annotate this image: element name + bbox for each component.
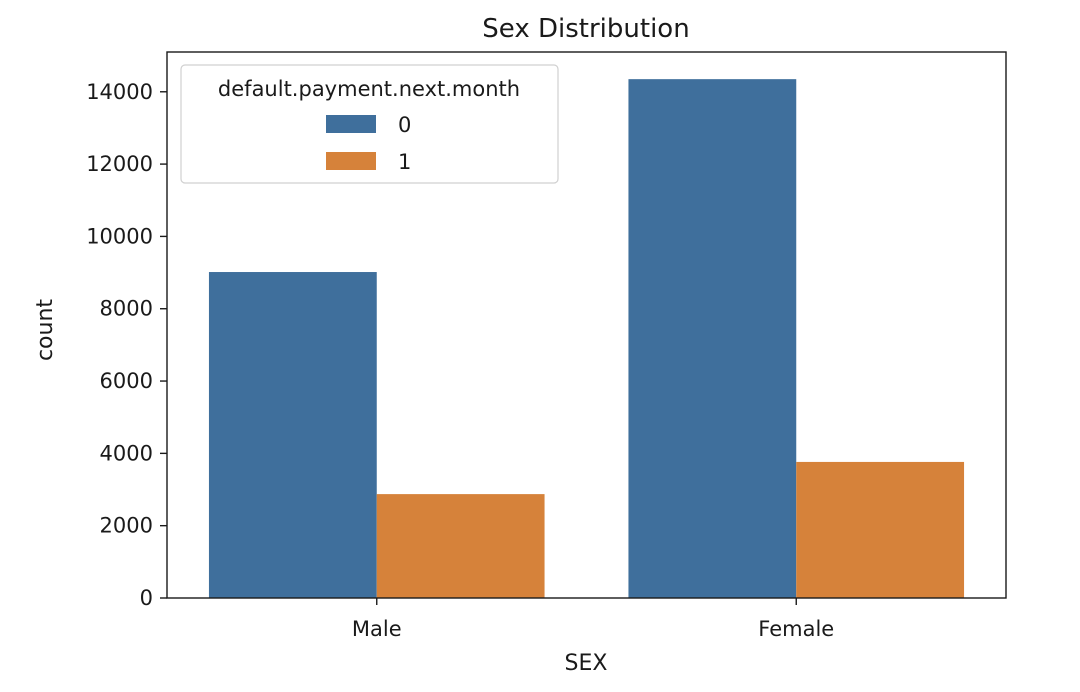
legend-label-0: 0: [398, 113, 411, 137]
bar-male-0: [208, 272, 377, 598]
y-tick-label: 10000: [86, 224, 153, 248]
legend: default.payment.next.month 01: [180, 64, 559, 184]
x-tick-label: Male: [352, 617, 402, 641]
legend-title: default.payment.next.month: [218, 77, 520, 101]
y-tick-label: 4000: [100, 441, 153, 465]
legend-swatch-0: [326, 115, 376, 133]
y-tick-label: 12000: [86, 152, 153, 176]
y-axis-label: count: [33, 299, 58, 361]
y-tick-label: 6000: [100, 369, 153, 393]
plot-frame: [166, 51, 1007, 599]
bar-male-1: [376, 494, 545, 598]
y-tick-label: 8000: [100, 297, 153, 321]
bar-female-0: [628, 79, 797, 598]
y-tick-label: 0: [140, 586, 153, 610]
x-axis-label: SEX: [565, 651, 608, 676]
chart-title: Sex Distribution: [482, 14, 689, 44]
bar-female-1: [796, 461, 965, 598]
y-axis-ticks: 0 2000 4000 6000 8000 10000 12000 14000: [86, 80, 167, 610]
x-axis-ticks: Male Female: [352, 598, 834, 641]
legend-items: 01: [326, 113, 411, 174]
x-tick-label: Female: [758, 617, 834, 641]
legend-swatch-1: [326, 152, 376, 170]
bar-group: [208, 79, 965, 598]
y-tick-label: 14000: [86, 80, 153, 104]
legend-label-1: 1: [398, 150, 411, 174]
y-tick-label: 2000: [100, 514, 153, 538]
